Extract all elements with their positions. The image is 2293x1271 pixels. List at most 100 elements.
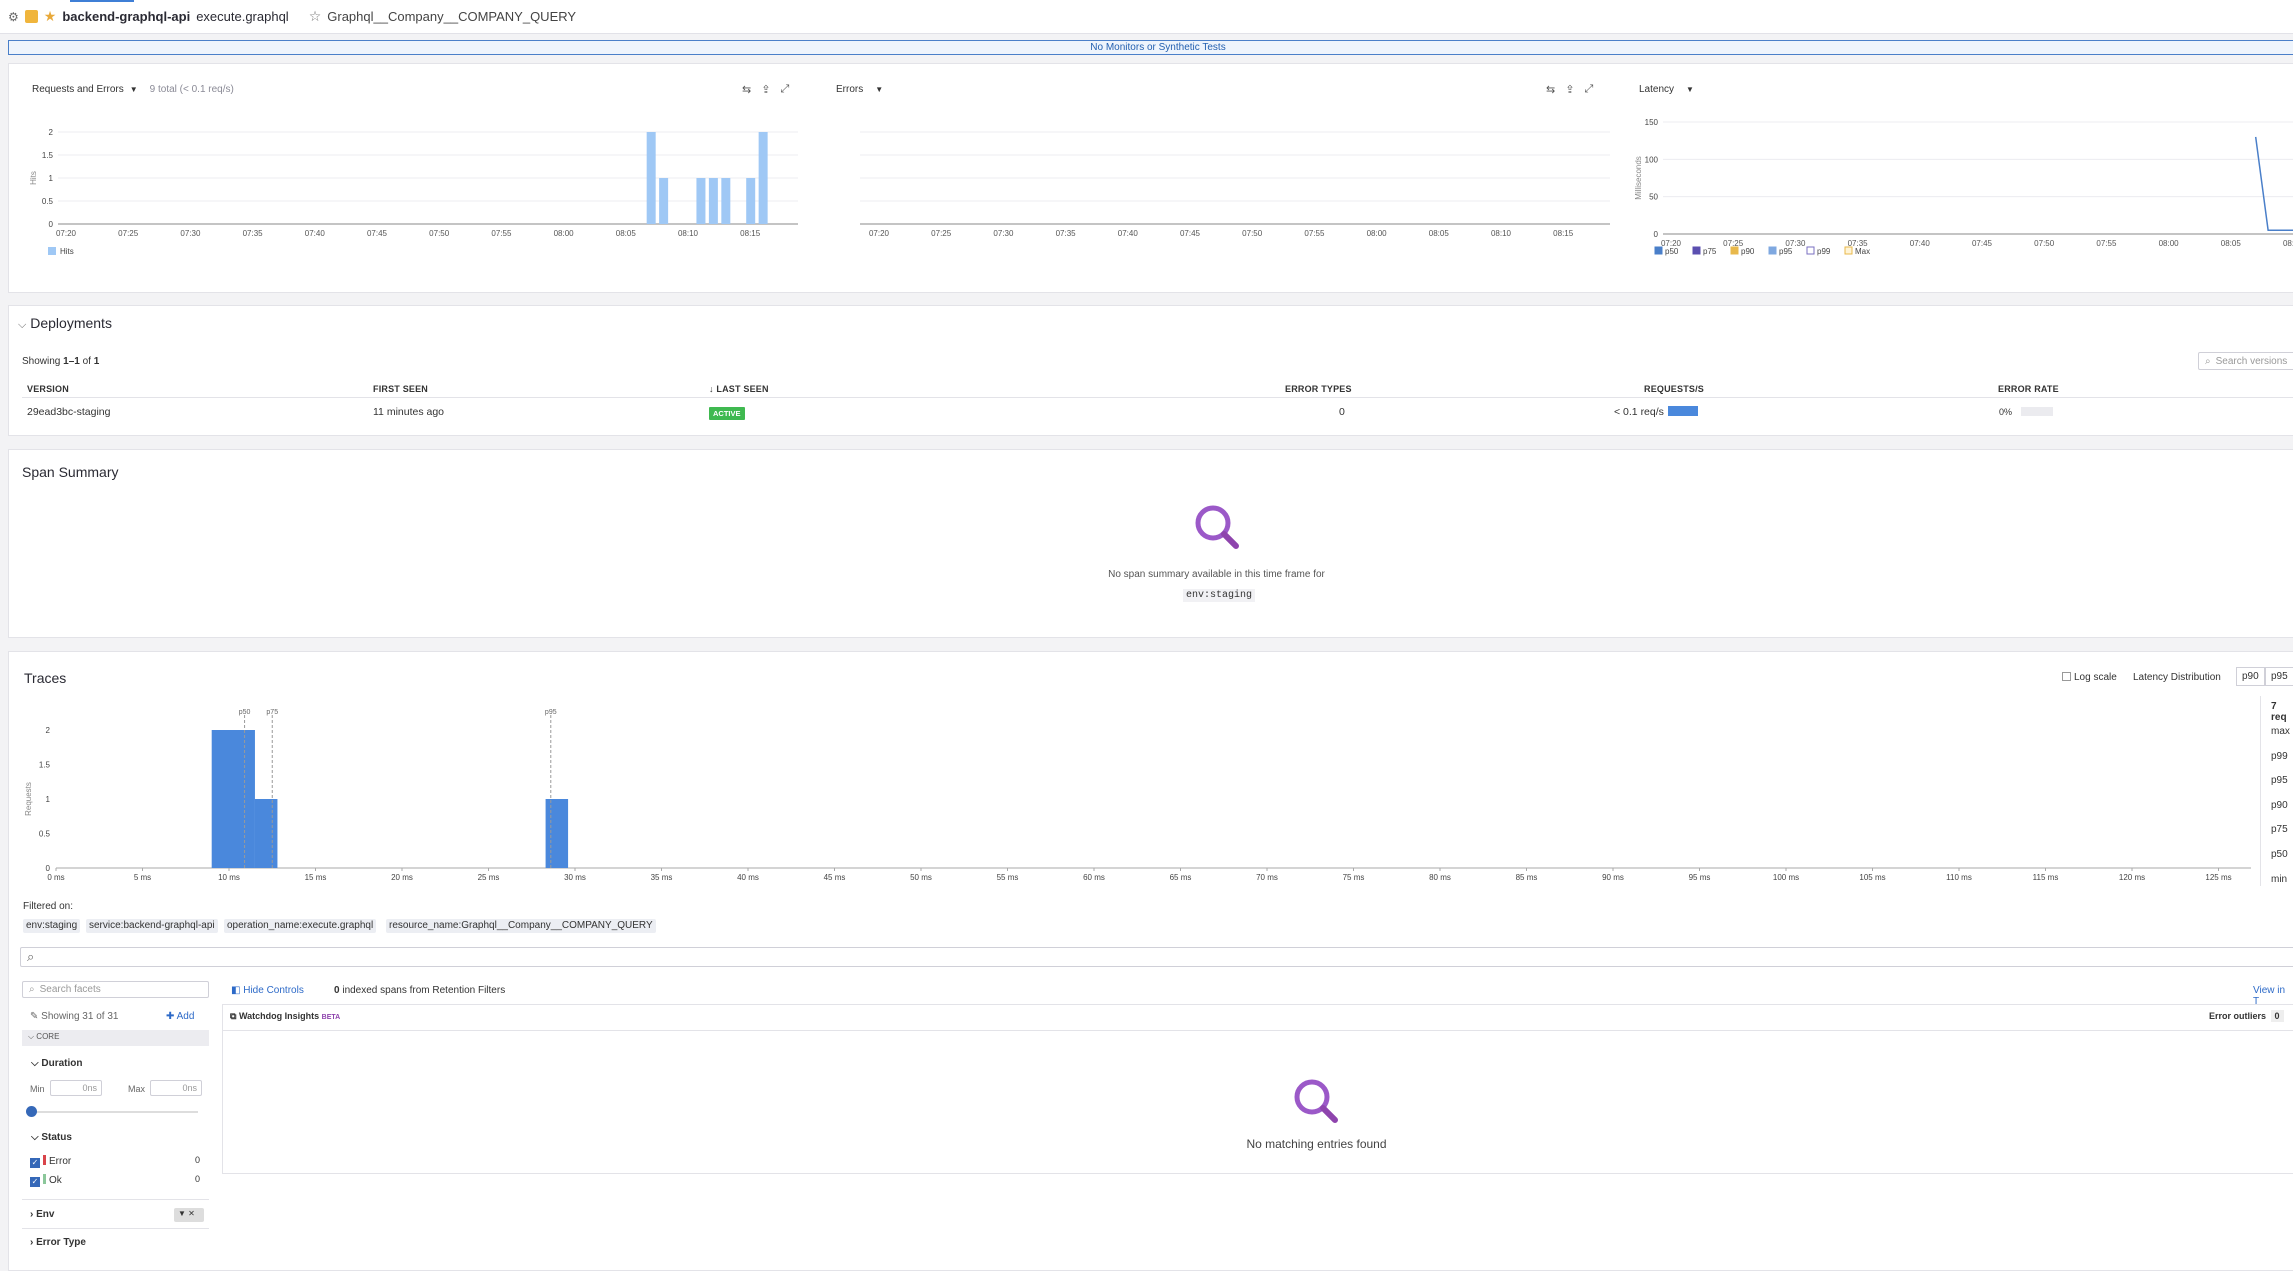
status-ok-option[interactable]: ✓ Ok <box>30 1174 62 1187</box>
y-tick-label: 1 <box>49 174 54 183</box>
latency-bar <box>254 799 278 868</box>
col-first-seen[interactable]: FIRST SEEN <box>373 384 429 394</box>
search-facets-input[interactable]: ⌕ Search facets <box>22 981 209 998</box>
latency-chart-title[interactable]: Latency ▼ <box>1639 84 1694 95</box>
add-facet-button[interactable]: ✚ Add <box>166 1011 195 1022</box>
legend-swatch <box>1768 246 1777 255</box>
latency-bar <box>211 730 255 868</box>
duration-max-input[interactable]: 0ns <box>150 1080 202 1096</box>
error-outliers[interactable]: Error outliers 0 <box>2209 1010 2284 1022</box>
x-tick-label: 0 ms <box>47 873 64 882</box>
duration-facet[interactable]: ⌵ Duration <box>31 1058 83 1069</box>
search-facets-placeholder: Search facets <box>39 984 101 995</box>
x-tick-label: 70 ms <box>1256 873 1278 882</box>
x-tick-label: 115 ms <box>2033 873 2059 882</box>
x-tick-label: 95 ms <box>1689 873 1711 882</box>
operation-name[interactable]: execute.graphql <box>196 9 289 24</box>
p95-toggle[interactable]: p95 <box>2265 667 2293 686</box>
service-name[interactable]: backend-graphql-api <box>62 9 191 24</box>
core-group-header[interactable]: ⌵ CORE <box>22 1030 209 1046</box>
status-facet[interactable]: ⌵ Status <box>31 1132 72 1143</box>
span-summary-empty-text: No span summary available in this time f… <box>1108 569 1325 580</box>
view-in-link[interactable]: View in T <box>2253 985 2286 1007</box>
col-version[interactable]: VERSION <box>27 384 69 394</box>
magnifier-icon <box>1195 505 1239 549</box>
watchdog-divider <box>222 1030 2293 1031</box>
service-map-icon[interactable]: ⚙ <box>8 9 19 24</box>
errors-chart-title[interactable]: Errors ▼ <box>836 84 883 95</box>
x-tick-label: 07:55 <box>2096 239 2117 248</box>
watchdog-insights[interactable]: ⧉ Watchdog Insights BETA <box>230 1011 340 1022</box>
indexed-spans-text: 0 indexed spans from Retention Filters <box>334 985 505 996</box>
star-outline-icon[interactable]: ☆ <box>308 8 322 24</box>
export-icon[interactable]: ⇪ <box>761 84 771 96</box>
search-versions-input[interactable]: ⌕ Search versions <box>2198 352 2293 370</box>
error-type-label: Error Type <box>36 1237 86 1248</box>
legend-swatch <box>1730 246 1739 255</box>
col-last-seen[interactable]: ↓ LAST SEEN <box>709 384 769 394</box>
row-requests: < 0.1 req/s <box>1614 406 1664 418</box>
filter-icon[interactable]: ▼ ✕ <box>178 1209 195 1218</box>
export-icon[interactable]: ⇪ <box>1565 84 1575 96</box>
x-tick-label: 08:00 <box>1367 229 1388 238</box>
env-facet[interactable]: › Env <box>30 1209 55 1220</box>
expand-icon[interactable]: ⤢ <box>1584 83 1594 95</box>
chevron-down-icon: ▼ <box>129 85 138 94</box>
x-tick-label: 07:40 <box>305 229 326 238</box>
filter-chip[interactable]: service:backend-graphql-api <box>86 919 218 933</box>
log-scale-toggle[interactable]: Log scale <box>2062 672 2117 683</box>
col-error-rate[interactable]: ERROR RATE <box>1998 384 2059 394</box>
hits-bar <box>758 132 768 224</box>
x-tick-label: 40 ms <box>737 873 759 882</box>
latency-chart[interactable]: 150 100 50 007:20 07:25 07:30 07:35 07:40 07:45 0… <box>1625 112 2293 262</box>
duration-slider-handle[interactable] <box>26 1106 37 1117</box>
duration-min-input[interactable]: 0ns <box>50 1080 102 1096</box>
hide-controls-button[interactable]: ◧ Hide Controls <box>231 985 304 996</box>
error-label: Error <box>49 1156 72 1167</box>
stat-p99: p99 <box>2271 751 2288 762</box>
filter-chip[interactable]: resource_name:Graphql__Company__COMPANY_… <box>386 919 656 933</box>
col-error-types[interactable]: ERROR TYPES <box>1285 384 1352 394</box>
requests-chart-title[interactable]: Requests and Errors ▼ 9 total (< 0.1 req/… <box>32 84 234 95</box>
magnifier-icon <box>1294 1079 1338 1123</box>
requests-chart[interactable]: 2 1.5 1 0.5 007:20 07:25 07:30 07:35 07:40 07:45 0… <box>20 122 800 262</box>
latency-distribution-label: Latency Distribution <box>2133 672 2221 683</box>
col-requests[interactable]: REQUESTS/S <box>1644 384 1705 394</box>
row-version[interactable]: 29ead3bc-staging <box>27 406 111 418</box>
error-outliers-count: 0 <box>2270 1010 2284 1022</box>
y-tick-label: 0.5 <box>39 830 51 839</box>
error-type-facet[interactable]: › Error Type <box>30 1237 86 1248</box>
compare-icon[interactable]: ⇆ <box>742 84 752 96</box>
span-summary-title: Span Summary <box>22 464 119 480</box>
facet-divider <box>22 1199 209 1200</box>
error-checkbox[interactable]: ✓ <box>30 1158 40 1168</box>
no-entries-text: No matching entries found <box>1246 1137 1387 1151</box>
expand-icon[interactable]: ⤢ <box>780 83 790 95</box>
x-tick-label: 07:50 <box>1242 229 1263 238</box>
status-error-option[interactable]: ✓ Error <box>30 1155 71 1168</box>
favorite-star-icon[interactable]: ★ <box>43 8 57 24</box>
x-tick-label: 110 ms <box>1946 873 1972 882</box>
x-tick-label: 65 ms <box>1170 873 1192 882</box>
ok-checkbox[interactable]: ✓ <box>30 1177 40 1187</box>
monitors-banner[interactable]: No Monitors or Synthetic Tests <box>8 40 2293 55</box>
env-facet-tools[interactable]: ▼ ✕ <box>174 1208 204 1222</box>
x-tick-label: 35 ms <box>651 873 673 882</box>
latency-distribution-chart[interactable]: 2 1.5 1 0.5 00 ms 5 ms 10 ms 15 ms 20 ms 25 ms 30 … <box>18 700 2258 890</box>
deployments-header[interactable]: ⌵ Deployments <box>18 315 112 332</box>
x-tick-label: 07:50 <box>429 229 450 238</box>
legend-label: Max <box>1855 247 1870 256</box>
hits-bar <box>746 178 756 224</box>
percentile-label: p50 <box>239 709 251 716</box>
compare-icon[interactable]: ⇆ <box>1546 84 1556 96</box>
filter-chip[interactable]: env:staging <box>23 919 81 933</box>
beta-badge: BETA <box>321 1014 341 1021</box>
pencil-icon[interactable]: ✎ <box>30 1011 39 1022</box>
errors-chart[interactable]: 07:20 07:25 07:30 07:35 07:40 07:45 07:50 07:55… <box>840 122 1620 242</box>
p90-toggle[interactable]: p90 <box>2236 667 2265 686</box>
log-scale-checkbox[interactable] <box>2062 672 2071 681</box>
trace-search-input[interactable]: ⌕ <box>20 947 2293 967</box>
x-tick-label: 07:25 <box>118 229 139 238</box>
filter-chip[interactable]: operation_name:execute.graphql <box>224 919 377 933</box>
y-tick-label: 150 <box>1645 118 1659 127</box>
